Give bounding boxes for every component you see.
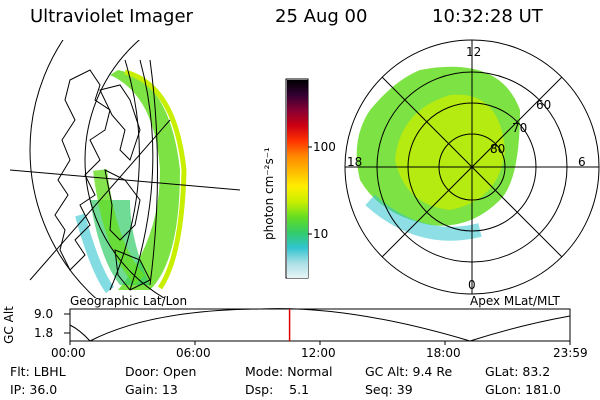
instrument-title: Ultraviolet Imager <box>30 6 193 27</box>
date-label: 25 Aug 00 <box>275 6 368 27</box>
time-tick-2359: 23:59 <box>553 346 588 360</box>
gc-alt-axis-label: GC Alt <box>1 306 16 344</box>
geographic-caption: Geographic Lat/Lon <box>70 294 188 308</box>
status-glat: GLat: 83.2 <box>485 364 551 379</box>
mlat-label-80: 80 <box>490 142 506 156</box>
status-gain: Gain: 13 <box>125 382 178 397</box>
status-dsp: Dsp: 5.1 <box>245 382 310 397</box>
colorbar <box>285 78 312 279</box>
time-tick-0600: 06:00 <box>176 346 211 360</box>
time-tick-1200: 12:00 <box>301 346 336 360</box>
time-tick-0000: 00:00 <box>51 346 86 360</box>
status-door: Door: Open <box>125 364 197 379</box>
status-seq: Seq: 39 <box>365 382 413 397</box>
colorbar-gradient <box>287 80 308 278</box>
colorbar-unit-label: photon cm⁻²s⁻¹ <box>262 147 276 240</box>
status-filter: Flt: LBHL <box>10 364 66 379</box>
colorbar-tick-100: 100 <box>313 140 336 154</box>
mlat-label-70: 70 <box>512 121 528 135</box>
mlt-label-0: 0 <box>468 278 476 292</box>
alt-tick-9: 9.0 <box>34 307 54 321</box>
status-gc-alt: GC Alt: 9.4 Re <box>365 364 453 379</box>
time-tick-1800: 18:00 <box>426 346 461 360</box>
status-mode: Mode: Normal <box>245 364 333 379</box>
status-ip: IP: 36.0 <box>10 382 58 397</box>
mlt-label-18: 18 <box>347 155 363 169</box>
alt-tick-1-8: 1.8 <box>34 326 54 340</box>
altitude-track-plot <box>64 308 571 345</box>
mlt-label-6: 6 <box>578 155 586 169</box>
colorbar-tick-10: 10 <box>313 227 329 241</box>
mlt-label-12: 12 <box>466 45 482 59</box>
mlat-label-60: 60 <box>536 98 552 112</box>
apex-caption: Apex MLat/MLT <box>470 294 560 308</box>
status-glon: GLon: 181.0 <box>485 382 561 397</box>
polar-plot <box>344 39 600 295</box>
time-label: 10:32:28 UT <box>432 6 543 27</box>
